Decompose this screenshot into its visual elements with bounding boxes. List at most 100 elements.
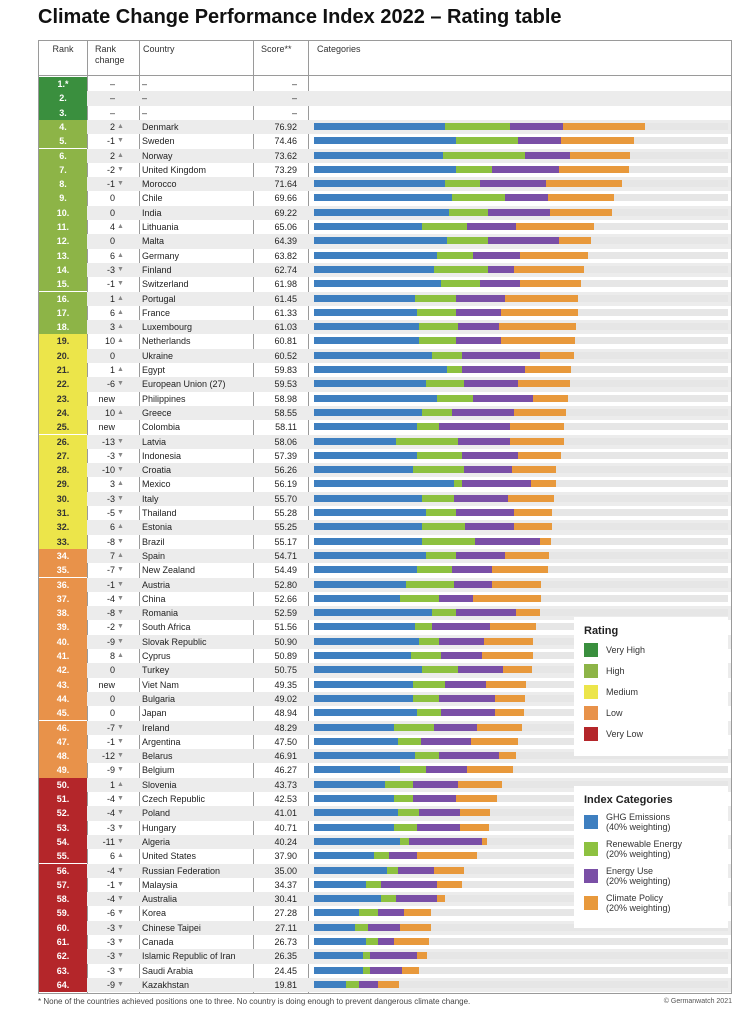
score-cell: 61.98 — [274, 279, 297, 290]
rank-change-cell: 0 — [109, 350, 115, 361]
arrow-down-icon: ▼ — [117, 594, 124, 602]
rank-change-cell: 1 — [109, 779, 115, 790]
arrow-down-icon: ▼ — [117, 823, 124, 831]
stacked-bar — [314, 265, 584, 273]
rank-change-cell: -3 — [106, 822, 115, 833]
bar-segment-energy-use — [445, 680, 486, 688]
bar-track — [314, 795, 728, 802]
bar-segment-energy-use — [462, 480, 532, 488]
score-cell: 58.06 — [274, 436, 297, 447]
bar-segment-climate-policy — [473, 594, 541, 602]
rank-change-cell: 0 — [109, 693, 115, 704]
bar-segment-renewable — [417, 566, 452, 574]
rank-cell: 38. — [39, 606, 87, 621]
bar-track — [314, 809, 728, 817]
stacked-bar — [314, 809, 491, 817]
bar-segment-ghg — [314, 509, 426, 516]
rank-cell: 13. — [39, 248, 87, 263]
country-cell: South Africa — [142, 622, 191, 633]
stacked-bar — [314, 294, 578, 302]
stacked-bar — [314, 380, 570, 388]
bar-segment-energy-use — [464, 380, 519, 388]
rank-cell: 62. — [39, 949, 87, 964]
bar-segment-climate-policy — [404, 909, 432, 917]
bar-segment-energy-use — [440, 652, 482, 659]
bar-segment-renewable — [440, 280, 480, 288]
country-cell: Netherlands — [142, 336, 191, 347]
chart-title: Climate Change Performance Index 2022 – … — [38, 6, 562, 28]
arrow-up-icon: ▲ — [117, 852, 124, 860]
rank-cell: 15. — [39, 277, 87, 292]
bar-segment-ghg — [314, 394, 437, 402]
bar-segment-energy-use — [488, 265, 514, 273]
table-row: 12. 0 Malta 64.39 — [39, 234, 731, 249]
bar-segment-energy-use — [453, 580, 493, 588]
stacked-bar — [314, 752, 516, 760]
country-cell: Bulgaria — [142, 693, 176, 704]
bar-segment-renewable — [432, 351, 463, 359]
table-row: 32. 6 ▲ Estonia 55.25 — [39, 520, 731, 535]
bar-segment-renewable — [447, 237, 489, 245]
bar-segment-climate-policy — [481, 837, 487, 845]
rank-cell: 29. — [39, 477, 87, 492]
country-cell: Thailand — [142, 508, 177, 518]
table-row: 25. new Colombia 58.11 — [39, 420, 731, 435]
bar-segment-climate-policy — [503, 666, 533, 674]
country-cell: – — [142, 93, 148, 104]
rank-change-cell: 10 — [104, 407, 115, 418]
rank-cell: 8. — [39, 177, 87, 192]
arrow-up-icon: ▲ — [117, 323, 124, 331]
country-cell: Chinese Taipei — [142, 922, 201, 933]
bar-track — [314, 923, 728, 931]
score-cell: 48.29 — [274, 722, 297, 733]
country-cell: France — [142, 307, 171, 318]
arrow-up-icon: ▲ — [117, 337, 124, 345]
rank-cell: 32. — [39, 520, 87, 535]
rank-cell: 7. — [39, 162, 87, 178]
legend-item-ghg: GHG Emissions (40% weighting) — [584, 812, 718, 832]
stacked-bar — [314, 609, 541, 617]
bar-segment-energy-use — [458, 437, 510, 445]
country-cell: Belgium — [142, 765, 175, 776]
table-row: 17. 6 ▲ France 61.33 — [39, 305, 731, 321]
bar-track — [314, 737, 728, 745]
country-cell: Slovenia — [142, 779, 177, 790]
table-row: 3. – – – — [39, 105, 731, 120]
bar-segment-climate-policy — [494, 709, 525, 717]
stacked-bar — [314, 780, 502, 788]
table-row: 10. 0 India 69.22 — [39, 205, 731, 220]
footnote: * None of the countries achieved positio… — [38, 997, 471, 1006]
rank-change-cell: -5 — [106, 508, 115, 518]
bar-segment-energy-use — [451, 566, 493, 574]
bar-track — [314, 909, 728, 917]
table-row: 7. -2 ▼ United Kingdom 73.29 — [39, 162, 731, 178]
rank-change-cell: -7 — [106, 565, 115, 576]
bar-segment-climate-policy — [507, 494, 554, 502]
bar-segment-energy-use — [380, 880, 437, 888]
table-row: 5. -1 ▼ Sweden 74.46 — [39, 134, 731, 149]
bar-segment-renewable — [380, 895, 396, 903]
rank-cell: 27. — [39, 448, 87, 464]
bar-segment-renewable — [421, 523, 465, 531]
arrow-down-icon: ▼ — [117, 494, 124, 502]
rank-cell: 39. — [39, 620, 87, 635]
bar-track — [314, 938, 728, 945]
score-cell: 46.27 — [274, 765, 297, 776]
bar-segment-ghg — [314, 380, 426, 388]
bar-segment-ghg — [314, 923, 355, 931]
bar-segment-renewable — [417, 308, 456, 316]
bar-segment-energy-use — [479, 180, 547, 188]
table-row: 27. -3 ▼ Indonesia 57.39 — [39, 448, 731, 464]
bar-segment-ghg — [314, 866, 388, 874]
rank-cell: 41. — [39, 649, 87, 664]
legend-item-very-low: Very Low — [584, 727, 718, 741]
arrow-down-icon: ▼ — [117, 938, 124, 945]
bar-segment-renewable — [421, 537, 476, 545]
country-cell: Norway — [142, 150, 173, 161]
bar-segment-renewable — [406, 580, 454, 588]
country-cell: New Zealand — [142, 565, 196, 576]
table-row: 41. 8 ▲ Cyprus 50.89 — [39, 649, 731, 664]
bar-segment-renewable — [412, 466, 465, 474]
stacked-bar — [314, 494, 554, 502]
score-cell: 47.50 — [274, 736, 297, 747]
